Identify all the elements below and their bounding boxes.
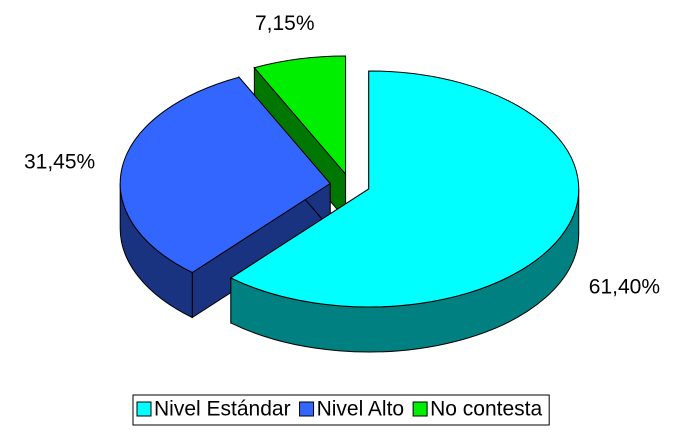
legend-label: No contesta	[430, 398, 542, 421]
legend-swatch	[136, 401, 152, 417]
data-label: 31,45%	[24, 151, 95, 174]
slice-top	[119, 76, 331, 274]
legend-label: Nivel Estándar	[154, 398, 291, 421]
slice-top	[229, 70, 580, 308]
legend-box	[132, 394, 550, 426]
slice	[119, 75, 331, 319]
legend-swatch	[299, 401, 315, 417]
slice	[229, 70, 580, 353]
slice-top	[253, 55, 347, 176]
legend-swatch	[412, 401, 428, 417]
data-label: 61,40%	[589, 275, 660, 298]
data-label: 7,15%	[255, 12, 315, 35]
legend-label: Nivel Alto	[317, 398, 405, 421]
